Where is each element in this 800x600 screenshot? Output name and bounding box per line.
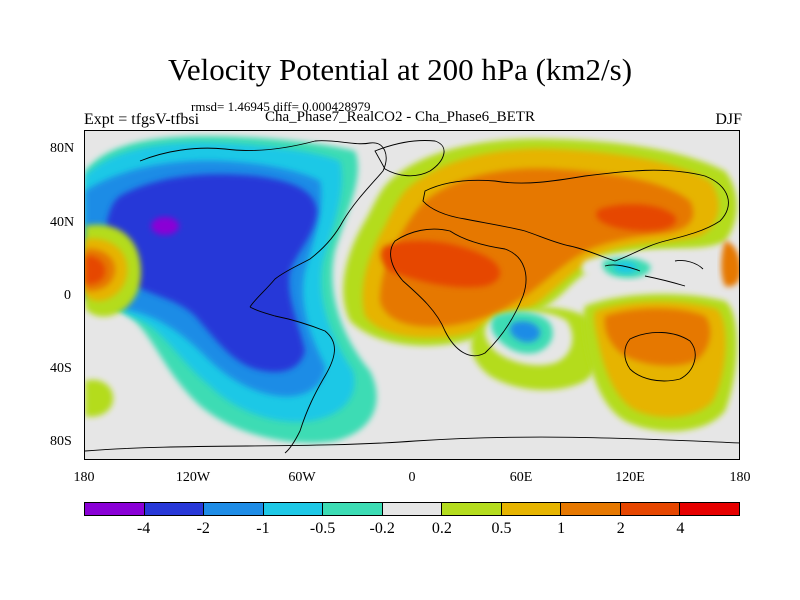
- colorbar-cell: [620, 503, 681, 515]
- colorbar-cell: [501, 503, 562, 515]
- velocity-potential-map: [85, 131, 739, 459]
- experiment-label: Expt = tfgsV-tfbsi: [84, 111, 200, 128]
- positive-anomaly-central-pacific: [85, 224, 141, 317]
- colorbar-cell: [323, 503, 383, 515]
- colorbar-label: 4: [676, 520, 685, 537]
- lat-label-0: 0: [64, 288, 71, 303]
- lat-label-40s: 40S: [50, 361, 72, 376]
- colorbar-label: -0.5: [309, 520, 336, 537]
- colorbar-cell: [263, 503, 324, 515]
- positive-anomaly-australia: [583, 294, 737, 432]
- colorbar-label: -1: [256, 520, 270, 537]
- positive-anomaly-southwest: [85, 379, 114, 417]
- colorbar: [84, 502, 740, 516]
- lat-label-40n: 40N: [50, 215, 75, 230]
- season-label: DJF: [715, 111, 742, 128]
- lon-label-180e: 180: [729, 470, 751, 485]
- negative-anomaly-pacific: [85, 136, 377, 443]
- colorbar-label: -0.2: [369, 520, 395, 537]
- lon-label-120e: 120E: [615, 470, 645, 485]
- map-panel: [84, 130, 740, 460]
- lat-label-80s: 80S: [50, 434, 72, 449]
- colorbar-cell: [442, 503, 502, 515]
- stats-text: rmsd= 1.46945 diff= 0.000428979: [191, 99, 371, 114]
- lon-label-180w: 180: [73, 470, 95, 485]
- lat-label-80n: 80N: [50, 141, 75, 156]
- positive-anomaly-east-edge: [721, 241, 739, 287]
- colorbar-label: 0.2: [431, 520, 452, 537]
- colorbar-cell: [85, 503, 145, 515]
- lon-label-60w: 60W: [288, 470, 316, 485]
- coastlines: [85, 140, 739, 454]
- colorbar-label: 1: [557, 520, 566, 537]
- colorbar-label: -4: [136, 520, 151, 537]
- colorbar-cell: [144, 503, 205, 515]
- colorbar-cell: [680, 503, 740, 515]
- colorbar-label: -2: [196, 520, 210, 537]
- negative-anomaly-indian-ocean: [471, 307, 600, 391]
- plot-subtitle: Cha_Phase7_RealCO2 - Cha_Phase6_BETR: [265, 109, 535, 125]
- lon-label-60e: 60E: [509, 470, 533, 485]
- colorbar-label: 2: [616, 520, 625, 537]
- plot-title: Velocity Potential at 200 hPa (km2/s): [167, 52, 633, 87]
- colorbar-cell: [204, 503, 264, 515]
- colorbar-cell: [561, 503, 621, 515]
- positive-anomaly-eurasia-africa: [343, 138, 737, 346]
- negative-anomaly-maritime: [581, 251, 709, 284]
- colorbar-cell: [382, 503, 443, 515]
- colorbar-label: 0.5: [491, 520, 512, 537]
- lon-label-120w: 120W: [175, 470, 211, 485]
- lon-label-0: 0: [408, 470, 416, 485]
